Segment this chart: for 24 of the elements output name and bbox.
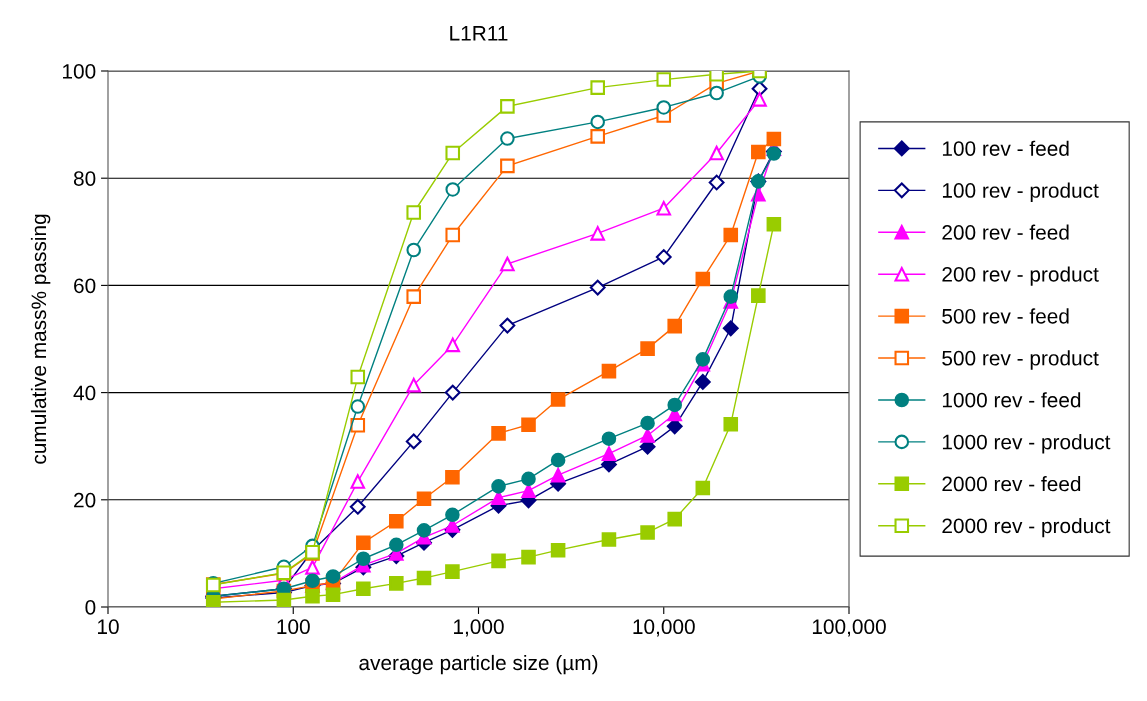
y-tick-label: 0: [85, 600, 96, 615]
legend-label: 100 rev - product: [942, 182, 1099, 202]
x-tick-label: 10,000: [633, 619, 695, 637]
legend-label: 2000 rev - product: [942, 517, 1111, 538]
legend-label: 100 rev - feed: [942, 140, 1069, 156]
y-axis-title: cumulative mass% passing: [30, 214, 51, 464]
x-tick-label: 100,000: [812, 619, 886, 637]
y-tick-label: 40: [73, 385, 96, 401]
y-tick-label: 20: [74, 492, 96, 508]
chart-title: L1R11: [450, 26, 508, 41]
y-tick-label: 60: [74, 278, 96, 294]
y-tick-label: 80: [73, 171, 96, 186]
legend-label: 500 rev - feed: [942, 308, 1069, 324]
legend-label: 500 rev - product: [942, 350, 1099, 370]
x-axis-title: average particle size (µm): [359, 654, 598, 675]
x-tick-label: 10: [98, 619, 119, 635]
legend-label: 1000 rev - feed: [942, 392, 1081, 408]
x-tick-label: 100: [277, 619, 310, 635]
legend-label: 1000 rev - product: [942, 434, 1111, 454]
legend-label: 2000 rev - feed: [942, 476, 1081, 492]
y-tick-label: 100: [63, 64, 96, 79]
legend-label: 200 rev - feed: [942, 224, 1069, 240]
legend-label: 200 rev - product: [942, 266, 1099, 286]
x-tick-label: 1,000: [454, 619, 504, 637]
